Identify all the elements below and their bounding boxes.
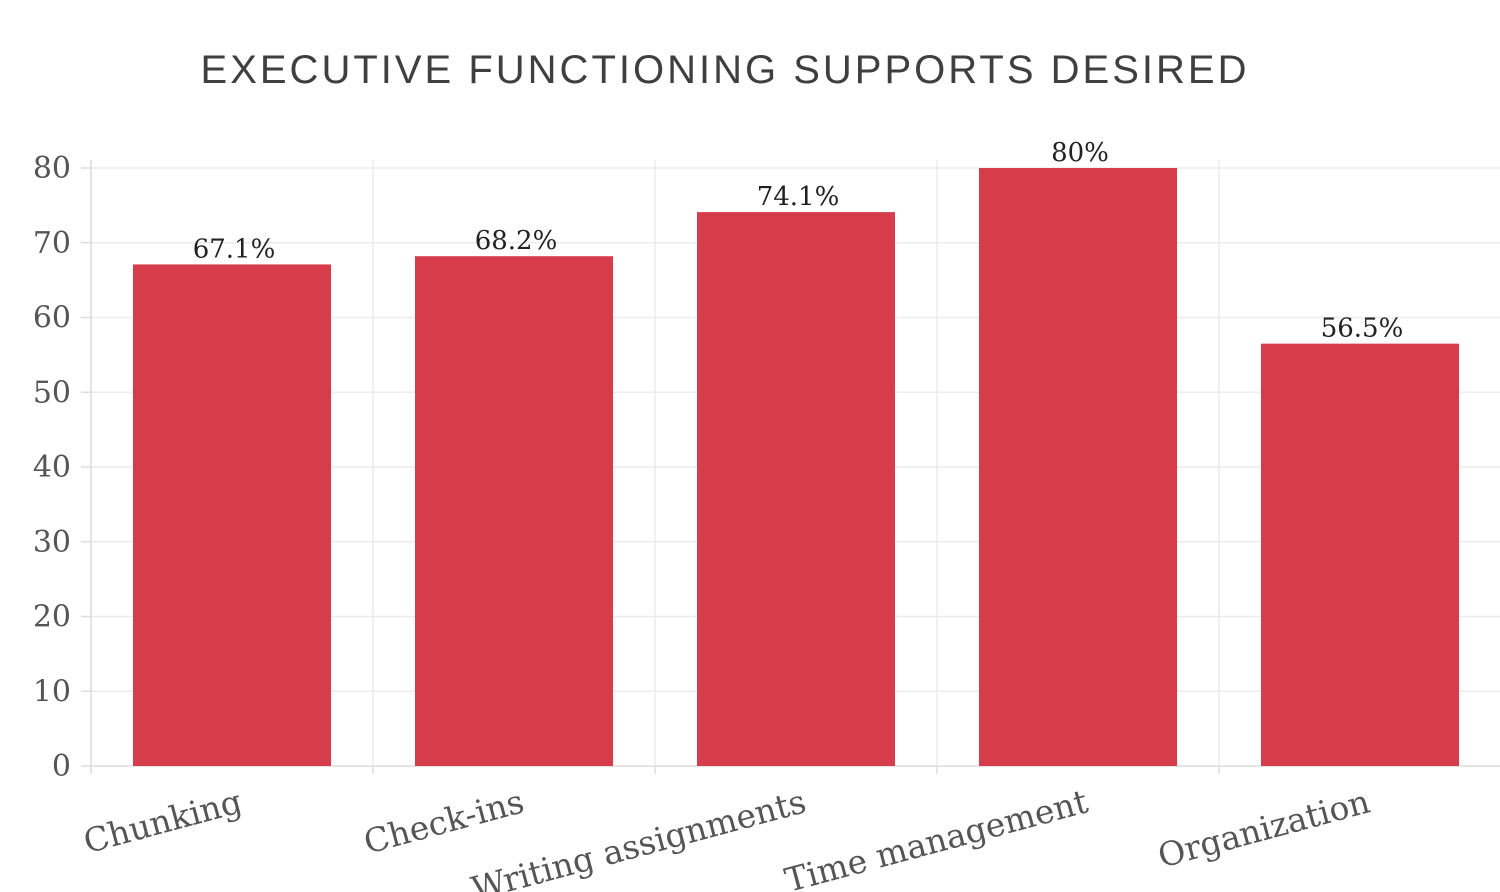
y-tick-label: 40 bbox=[33, 450, 71, 485]
bars bbox=[133, 168, 1459, 767]
chart-title: EXECUTIVE FUNCTIONING SUPPORTS DESIRED bbox=[200, 48, 1250, 92]
bar bbox=[133, 264, 331, 766]
data-label: 56.5% bbox=[1321, 314, 1404, 344]
bar bbox=[697, 212, 895, 767]
data-label: 67.1% bbox=[193, 234, 276, 264]
x-category-label: Check-ins bbox=[360, 782, 528, 862]
axes bbox=[81, 160, 1220, 774]
data-label: 68.2% bbox=[475, 226, 558, 256]
x-category-label: Organization bbox=[1154, 782, 1374, 876]
y-tick-label: 80 bbox=[33, 151, 71, 186]
y-tick-label: 60 bbox=[33, 301, 71, 336]
y-tick-label: 70 bbox=[33, 226, 71, 261]
x-category-label: Time management bbox=[781, 782, 1092, 892]
y-tick-label: 20 bbox=[33, 600, 71, 635]
bar bbox=[1261, 343, 1459, 766]
data-label: 74.1% bbox=[757, 182, 840, 212]
data-label: 80% bbox=[1051, 138, 1109, 168]
bar bbox=[979, 168, 1177, 766]
y-tick-label: 0 bbox=[52, 749, 71, 784]
y-tick-label: 10 bbox=[33, 674, 71, 709]
x-category-label: Chunking bbox=[79, 782, 246, 862]
bar bbox=[415, 256, 613, 766]
y-tick-label: 50 bbox=[33, 375, 71, 410]
y-tick-label: 30 bbox=[33, 525, 71, 560]
